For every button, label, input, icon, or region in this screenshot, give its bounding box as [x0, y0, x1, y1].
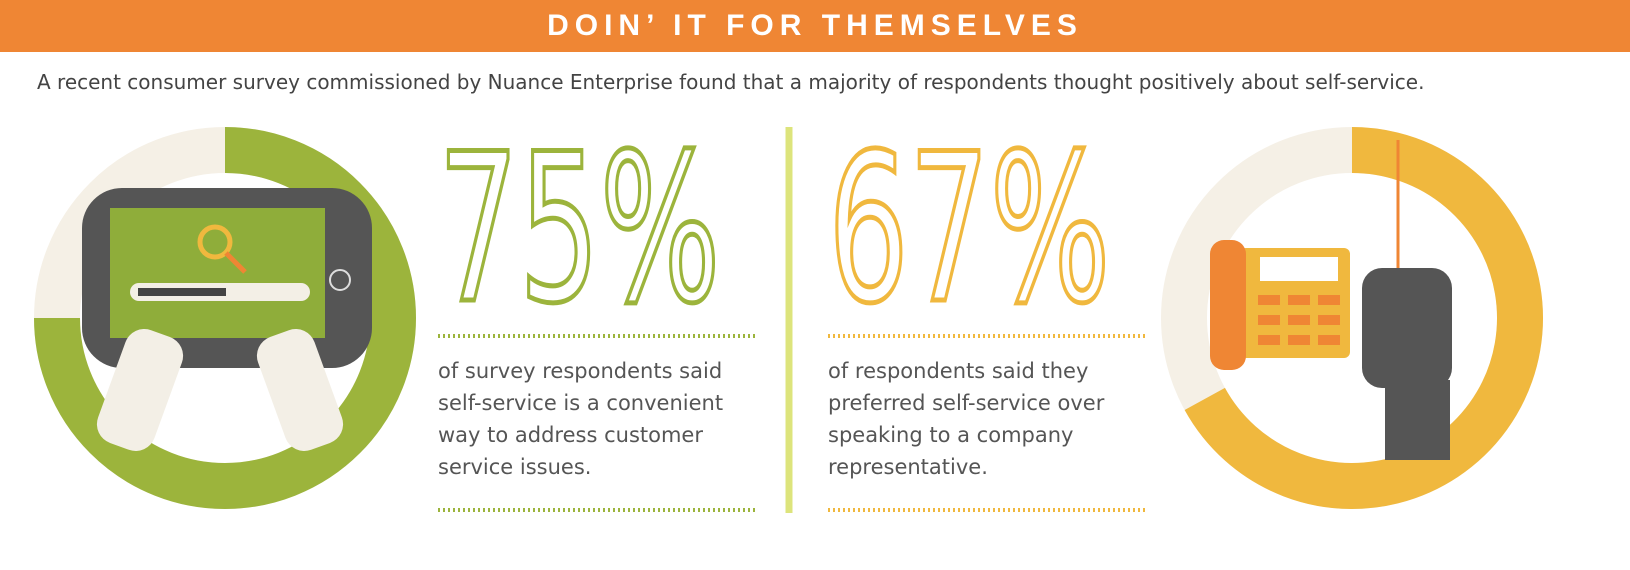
big-percent: 75%	[438, 111, 720, 349]
big-percent: 67%	[828, 111, 1110, 349]
stat-description: of respondents said they preferred self-…	[828, 359, 1105, 479]
tablet-illustration	[82, 188, 372, 452]
donut-arc	[1184, 127, 1543, 509]
stat-description: of survey respondents said self-service …	[438, 359, 724, 479]
intro-text: A recent consumer survey commissioned by…	[37, 70, 1425, 94]
header-title: DOIN’ IT FOR THEMSELVES	[0, 0, 1630, 52]
phone-illustration	[1210, 140, 1452, 460]
